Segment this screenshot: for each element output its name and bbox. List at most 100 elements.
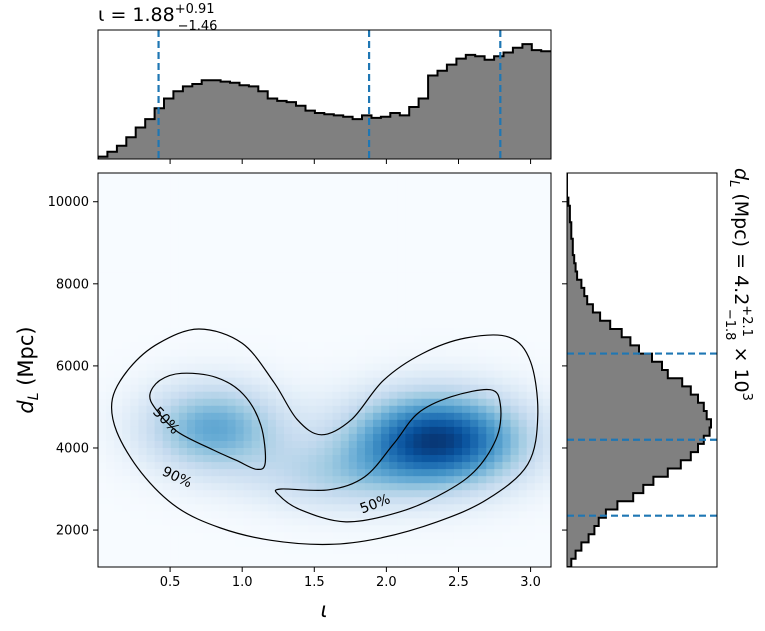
heatmap-cell <box>195 341 204 350</box>
heatmap-cell <box>122 489 131 498</box>
heatmap-cell <box>122 285 131 294</box>
iota-histogram-bar <box>428 75 438 159</box>
heatmap-cell <box>373 362 382 371</box>
heatmap-cell <box>502 208 512 216</box>
heatmap-cell <box>219 278 229 287</box>
heatmap-cell <box>534 552 544 561</box>
heatmap-cell <box>478 426 487 434</box>
heatmap-cell <box>413 194 423 202</box>
heatmap-cell <box>162 355 172 364</box>
heatmap-cell <box>542 292 551 301</box>
iota-histogram-bar <box>305 110 316 159</box>
heatmap-cell <box>130 419 140 427</box>
heatmap-cell <box>170 468 180 477</box>
heatmap-cell <box>340 292 350 301</box>
heatmap-cell <box>186 433 196 441</box>
iota-histogram-bar <box>164 98 174 159</box>
heatmap-cell <box>235 405 245 413</box>
heatmap-cell <box>308 271 318 280</box>
heatmap-cell <box>462 419 471 427</box>
heatmap-cell <box>397 538 406 547</box>
heatmap-cell <box>348 194 358 202</box>
heatmap-cell <box>138 229 148 237</box>
heatmap-cell <box>364 552 374 561</box>
heatmap-cell <box>186 524 196 533</box>
heatmap-cell <box>462 355 471 364</box>
heatmap-cell <box>170 257 180 266</box>
heatmap-cell <box>542 341 551 350</box>
iota-histogram-bar <box>588 83 598 159</box>
heatmap-cell <box>413 348 423 357</box>
heatmap-cell <box>494 278 504 287</box>
heatmap-cell <box>227 264 237 273</box>
heatmap-cell <box>453 426 463 434</box>
heatmap-cell <box>462 384 471 392</box>
distance-histogram-bar <box>567 222 572 231</box>
heatmap-cell <box>462 306 471 315</box>
heatmap-cell <box>154 482 164 491</box>
heatmap-cell <box>413 468 423 477</box>
heatmap-cell <box>203 447 212 456</box>
heatmap-cell <box>453 433 463 441</box>
heatmap-cell <box>292 243 301 251</box>
heatmap-cell <box>542 531 551 540</box>
heatmap-cell <box>146 334 156 343</box>
heatmap-cell <box>146 447 156 456</box>
heatmap-cell <box>486 194 495 202</box>
heatmap-cell <box>494 327 504 336</box>
heatmap-cell <box>534 243 544 251</box>
heatmap-cell <box>243 194 253 202</box>
heatmap-cell <box>405 236 415 244</box>
heatmap-cell <box>178 173 188 181</box>
heatmap-cell <box>308 559 318 567</box>
heatmap-cell <box>154 559 164 567</box>
heatmap-cell <box>251 377 261 385</box>
heatmap-cell <box>130 201 140 209</box>
heatmap-cell <box>267 257 277 266</box>
heatmap-cell <box>534 320 544 329</box>
heatmap-cell <box>348 348 358 357</box>
heatmap-cell <box>219 292 229 301</box>
heatmap-cell <box>373 355 382 364</box>
heatmap-cell <box>340 334 350 343</box>
heatmap-cell <box>502 447 512 456</box>
heatmap-cell <box>486 489 495 498</box>
heatmap-cell <box>122 187 131 195</box>
heatmap-cell <box>364 475 374 484</box>
heatmap-cell <box>122 384 131 392</box>
iota-histogram-outline <box>98 43 551 159</box>
heatmap-cell <box>114 559 123 567</box>
heatmap-cell <box>462 278 471 287</box>
heatmap-cell <box>275 531 285 540</box>
heatmap-cell <box>486 348 495 357</box>
heatmap-cell <box>259 348 269 357</box>
heatmap-cell <box>381 384 390 392</box>
heatmap-cell <box>300 229 309 237</box>
heatmap-cell <box>178 384 188 392</box>
heatmap-cell <box>186 229 196 237</box>
heatmap-cell <box>275 306 285 315</box>
heatmap-cell <box>478 440 487 448</box>
heatmap-cell <box>364 313 374 322</box>
heatmap-cell <box>154 545 164 554</box>
heatmap-cell <box>324 433 334 441</box>
heatmap-cell <box>413 503 423 512</box>
heatmap-cell <box>178 292 188 301</box>
heatmap-cell <box>429 552 439 561</box>
heatmap-cell <box>364 433 374 441</box>
heatmap-cell <box>186 559 196 567</box>
heatmap-cell <box>478 482 487 491</box>
heatmap-cell <box>462 545 471 554</box>
heatmap-cell <box>122 278 131 287</box>
heatmap-cell <box>267 426 277 434</box>
heatmap-cell <box>453 461 463 470</box>
heatmap-cell <box>397 426 406 434</box>
heatmap-cell <box>122 531 131 540</box>
heatmap-cell <box>405 341 415 350</box>
heatmap-cell <box>397 559 406 567</box>
heatmap-cell <box>364 257 374 266</box>
heatmap-cell <box>429 320 439 329</box>
heatmap-cell <box>518 384 528 392</box>
heatmap-cell <box>114 236 123 244</box>
heatmap-cell <box>340 215 350 223</box>
